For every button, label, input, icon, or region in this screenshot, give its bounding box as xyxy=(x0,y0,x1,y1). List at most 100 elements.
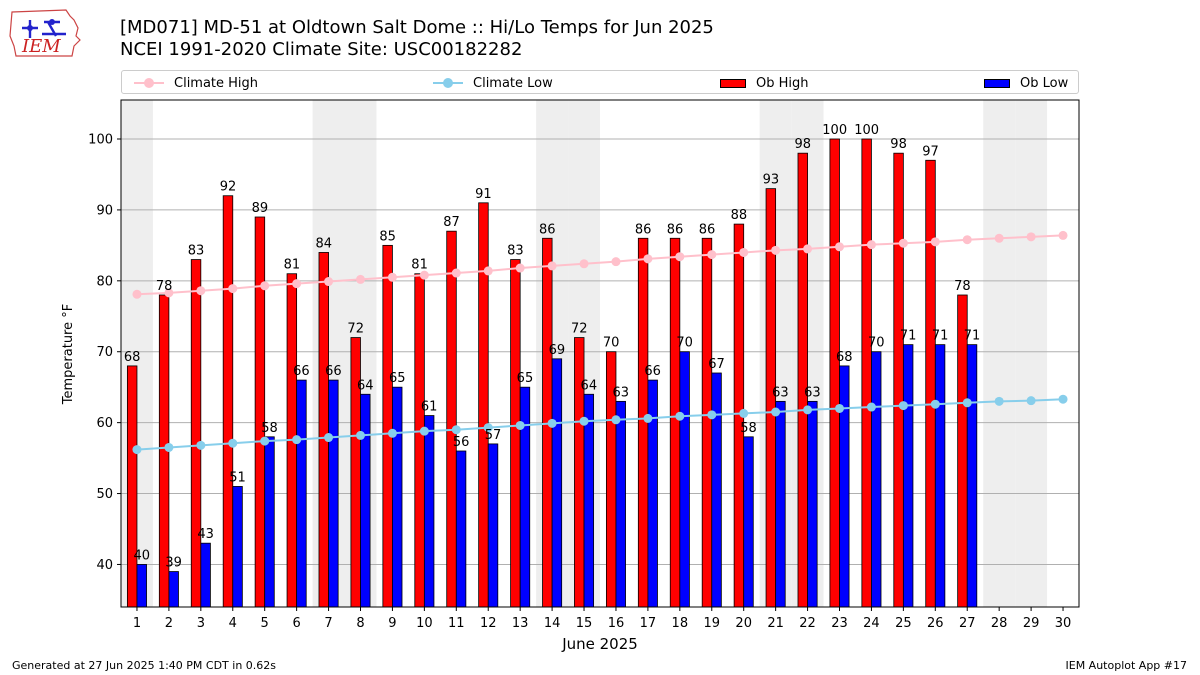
climate-high-point-day-28 xyxy=(994,233,1004,243)
climate-high-point-day-16 xyxy=(611,257,621,267)
iowa-map-icon xyxy=(9,9,81,57)
x-tick-label-12: 12 xyxy=(480,616,497,631)
x-tick-label-29: 29 xyxy=(1023,616,1040,631)
climate-low-point-day-6 xyxy=(292,435,302,445)
climate-high-point-day-2 xyxy=(164,288,174,298)
ob-low-bar-day-26 xyxy=(934,344,946,608)
ob-low-bar-day-9 xyxy=(392,386,403,608)
ob-low-bar-day-8 xyxy=(360,393,371,608)
ob-high-bar-day-26 xyxy=(925,159,936,608)
ob-high-label-day-19: 86 xyxy=(699,222,716,237)
climate-low-point-day-28 xyxy=(994,396,1004,406)
x-tick-label-21: 21 xyxy=(767,616,784,631)
ob-low-label-day-15: 64 xyxy=(581,378,598,393)
x-tick-label-23: 23 xyxy=(831,616,848,631)
climate-high-point-day-13 xyxy=(515,263,525,273)
plot-frame xyxy=(120,99,1080,608)
ob-low-bar-day-24 xyxy=(871,351,882,608)
y-axis-label: Temperature °F xyxy=(61,304,76,405)
x-tick-label-19: 19 xyxy=(703,616,720,631)
climate-high-point-day-27 xyxy=(962,235,972,245)
climate-low-point-day-25 xyxy=(898,401,908,411)
climate-high-point-day-30 xyxy=(1058,230,1068,240)
x-tick-label-26: 26 xyxy=(927,616,944,631)
climate-low-point-day-3 xyxy=(196,440,206,450)
ob-high-label-day-7: 84 xyxy=(316,236,333,251)
legend-label-ob-low: Ob Low xyxy=(1020,75,1069,91)
ob-low-bar-day-16 xyxy=(615,400,626,608)
ob-high-label-day-1: 68 xyxy=(124,350,141,365)
ob-high-label-day-26: 97 xyxy=(922,144,939,159)
y-tick-label-50: 50 xyxy=(96,487,113,502)
ob-high-label-day-16: 70 xyxy=(603,336,620,351)
legend-label-climate-low: Climate Low xyxy=(473,75,553,91)
ob-low-label-day-18: 70 xyxy=(676,336,693,351)
ob-high-label-day-24: 100 xyxy=(854,123,879,138)
x-tick-label-24: 24 xyxy=(863,616,880,631)
x-tick-label-5: 5 xyxy=(261,616,269,631)
climate-low-point-day-29 xyxy=(1026,396,1036,406)
climate-high-point-day-4 xyxy=(228,284,238,294)
ob-low-bar-day-25 xyxy=(902,344,914,608)
ob-high-label-day-8: 72 xyxy=(347,322,364,337)
x-tick-label-13: 13 xyxy=(512,616,529,631)
ob-low-label-day-1: 40 xyxy=(133,548,150,563)
y-tick-label-40: 40 xyxy=(96,558,113,573)
ob-low-bar-day-14 xyxy=(551,358,563,608)
ob-low-label-day-25: 71 xyxy=(900,329,917,344)
climate-low-point-day-24 xyxy=(866,402,876,412)
climate-high-point-day-29 xyxy=(1026,232,1036,242)
climate-low-point-day-26 xyxy=(930,399,940,409)
ob-low-bar-day-27 xyxy=(966,344,978,608)
ob-low-label-day-14: 69 xyxy=(549,343,566,358)
ob-low-bar-day-4 xyxy=(232,486,243,608)
y-tick-label-60: 60 xyxy=(96,416,113,431)
ob-high-bar-day-11 xyxy=(446,230,457,608)
ob-low-label-day-2: 39 xyxy=(165,556,182,571)
climate-low-point-day-22 xyxy=(803,405,813,415)
x-tick-label-7: 7 xyxy=(324,616,332,631)
climate-low-point-day-7 xyxy=(324,433,334,443)
ob-high-label-day-18: 86 xyxy=(667,222,684,237)
ob-low-bar-day-5 xyxy=(264,436,275,608)
x-axis-label: June 2025 xyxy=(561,635,638,653)
ob-high-label-day-23: 100 xyxy=(822,123,847,138)
x-tick-label-3: 3 xyxy=(197,616,205,631)
chart-subtitle: NCEI 1991-2020 Climate Site: USC00182282 xyxy=(120,39,523,60)
x-tick-label-18: 18 xyxy=(672,616,689,631)
ob-low-label-day-13: 65 xyxy=(517,371,534,386)
y-tick-label-70: 70 xyxy=(96,345,113,360)
climate-low-point-day-2 xyxy=(164,442,174,452)
ob-high-label-day-12: 91 xyxy=(475,187,492,202)
climate-low-point-day-14 xyxy=(547,418,557,428)
iem-logo: IEM xyxy=(8,6,84,60)
climate-high-point-day-14 xyxy=(547,261,557,271)
ob-high-bar-day-13 xyxy=(510,259,521,608)
ob-low-label-day-8: 64 xyxy=(357,378,374,393)
climate-low-point-day-30 xyxy=(1058,394,1068,404)
climate-low-point-day-11 xyxy=(451,425,461,435)
legend-label-climate-high: Climate High xyxy=(174,75,259,91)
legend-item-ob-high: Ob High xyxy=(720,74,809,92)
x-tick-label-28: 28 xyxy=(991,616,1008,631)
x-tick-label-2: 2 xyxy=(165,616,173,631)
climate-low-point-day-18 xyxy=(675,411,685,421)
ob-high-label-day-27: 78 xyxy=(954,279,971,294)
ob-low-bar-day-23 xyxy=(839,365,850,608)
climate-high-point-day-23 xyxy=(835,242,844,252)
climate-low-swatch xyxy=(433,78,463,88)
climate-high-point-day-18 xyxy=(675,252,685,262)
climate-low-point-day-15 xyxy=(579,416,589,426)
climate-high-point-day-5 xyxy=(260,281,270,291)
ob-low-bar-day-13 xyxy=(519,386,531,608)
y-tick-label-100: 100 xyxy=(88,133,113,148)
ob-low-label-day-7: 66 xyxy=(325,364,342,379)
ob-high-label-day-5: 89 xyxy=(252,201,269,216)
ob-low-label-day-12: 57 xyxy=(485,428,502,443)
ob-high-label-day-4: 92 xyxy=(220,180,237,195)
x-tick-label-1: 1 xyxy=(133,616,141,631)
ob-low-bar-day-2 xyxy=(168,571,179,608)
x-tick-label-11: 11 xyxy=(448,616,465,631)
ob-high-label-day-6: 81 xyxy=(284,258,301,273)
ob-low-label-day-22: 63 xyxy=(804,385,821,400)
